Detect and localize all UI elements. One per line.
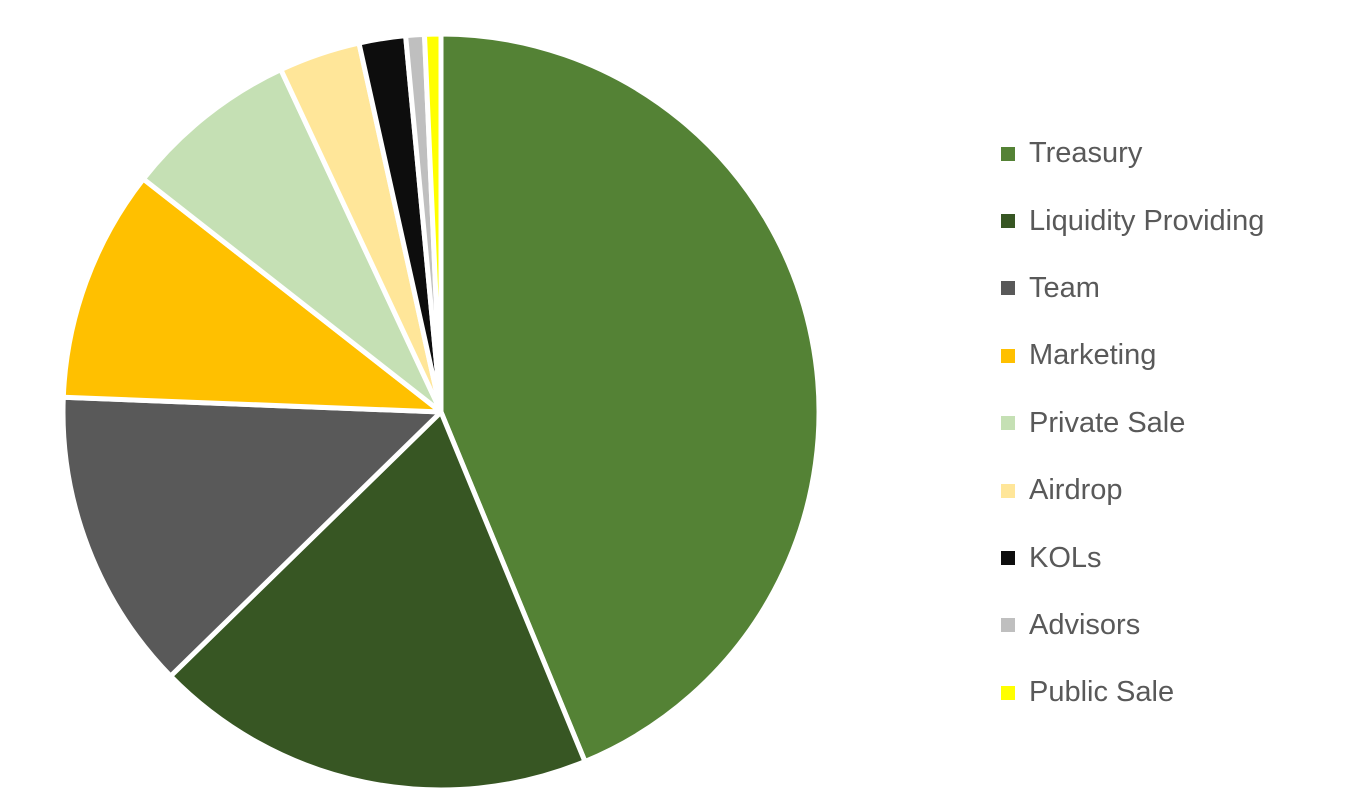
legend-label: Advisors	[1029, 608, 1141, 641]
legend-label: KOLs	[1029, 541, 1102, 574]
legend-item-treasury: Treasury	[1001, 120, 1264, 187]
legend-label: Treasury	[1029, 137, 1143, 170]
legend-item-public-sale: Public Sale	[1001, 659, 1264, 726]
legend-item-advisors: Advisors	[1001, 592, 1264, 659]
pie-slice-treasury	[438, 31, 822, 765]
legend-item-airdrop: Airdrop	[1001, 457, 1264, 524]
legend-swatch	[1001, 146, 1015, 161]
pie-slice-marketing	[60, 176, 444, 415]
legend-label: Marketing	[1029, 339, 1157, 372]
legend-swatch	[1001, 483, 1015, 498]
pie-slice-team	[60, 394, 444, 679]
legend-swatch	[1001, 551, 1015, 566]
pie-slice-public-sale	[421, 31, 444, 415]
legend-swatch	[1001, 348, 1015, 363]
legend-item-team: Team	[1001, 255, 1264, 322]
pie-slice-private-sale	[140, 67, 444, 415]
legend-label: Airdrop	[1029, 474, 1123, 507]
legend-swatch	[1001, 214, 1015, 229]
pie-slice-liquidity-providing	[168, 409, 588, 793]
legend-item-liquidity-providing: Liquidity Providing	[1001, 187, 1264, 254]
legend-swatch	[1001, 416, 1015, 431]
legend-item-marketing: Marketing	[1001, 322, 1264, 389]
legend-label: Private Sale	[1029, 406, 1186, 439]
legend-label: Team	[1029, 271, 1100, 304]
legend: Treasury Liquidity Providing Team Marketing…	[1001, 120, 1264, 727]
legend-label: Public Sale	[1029, 676, 1175, 709]
legend-item-kols: KOLs	[1001, 524, 1264, 591]
legend-swatch	[1001, 281, 1015, 296]
legend-item-private-sale: Private Sale	[1001, 390, 1264, 457]
legend-swatch	[1001, 618, 1015, 633]
legend-label: Liquidity Providing	[1029, 204, 1265, 237]
legend-swatch	[1001, 685, 1015, 700]
